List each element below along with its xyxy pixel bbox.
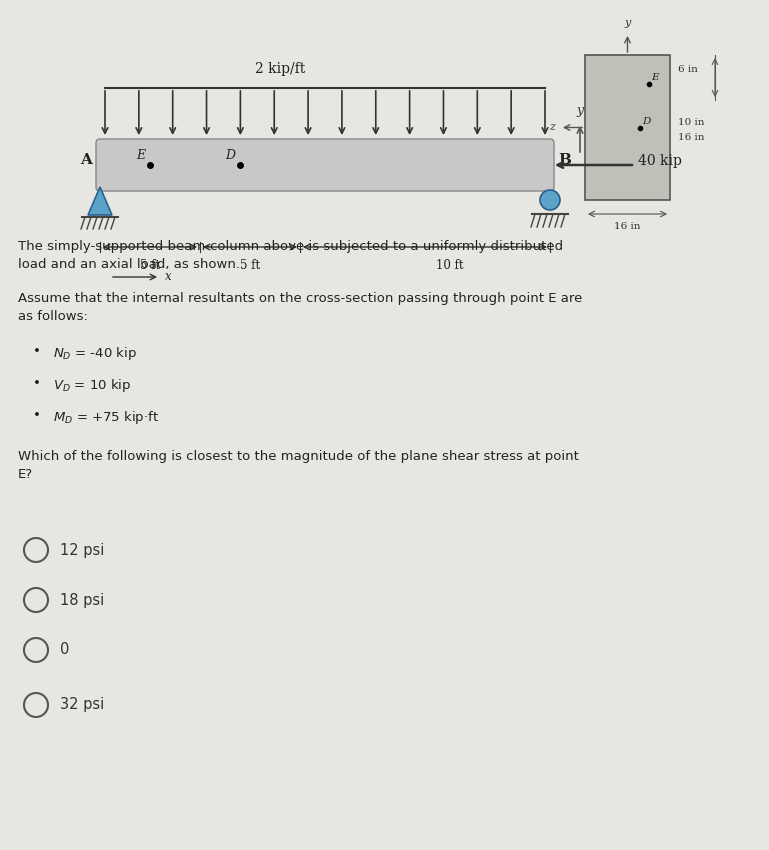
Text: y: y (577, 104, 584, 117)
Text: Which of the following is closest to the magnitude of the plane shear stress at : Which of the following is closest to the… (18, 450, 579, 481)
Text: •: • (33, 409, 45, 422)
Text: $N_D$ = -40 kip: $N_D$ = -40 kip (53, 345, 137, 362)
FancyBboxPatch shape (96, 139, 554, 191)
Text: E: E (651, 73, 658, 82)
Text: 6 in: 6 in (678, 65, 698, 74)
Circle shape (540, 190, 560, 210)
Bar (585, 55, 670, 200)
Text: 16 in: 16 in (614, 222, 641, 231)
Text: x: x (165, 270, 171, 284)
Text: 5 ft: 5 ft (140, 259, 160, 272)
Text: z: z (549, 122, 555, 133)
Text: 18 psi: 18 psi (60, 592, 105, 608)
Text: 40 kip: 40 kip (638, 154, 682, 168)
Text: D: D (642, 116, 651, 126)
Text: $V_D$ = 10 kip: $V_D$ = 10 kip (53, 377, 131, 394)
Text: B: B (558, 153, 571, 167)
Text: A: A (80, 153, 92, 167)
Text: 32 psi: 32 psi (60, 698, 105, 712)
Text: y: y (624, 18, 631, 28)
Text: E: E (136, 149, 145, 162)
Text: •: • (33, 377, 45, 390)
Text: 0: 0 (60, 643, 69, 658)
Text: •: • (33, 345, 45, 358)
Text: The simply-supported beam-column above is subjected to a uniformly distributed
l: The simply-supported beam-column above i… (18, 240, 563, 271)
Text: 12 psi: 12 psi (60, 542, 105, 558)
Text: 5 ft: 5 ft (240, 259, 260, 272)
Text: 10 in: 10 in (678, 117, 704, 127)
Text: $M_D$ = +75 kip·ft: $M_D$ = +75 kip·ft (53, 409, 159, 426)
Text: 2 kip/ft: 2 kip/ft (255, 62, 305, 76)
Text: Assume that the internal resultants on the cross-section passing through point E: Assume that the internal resultants on t… (18, 292, 582, 323)
Text: D: D (225, 149, 235, 162)
Polygon shape (88, 187, 112, 215)
Text: 16 in: 16 in (678, 133, 704, 141)
Text: 10 ft: 10 ft (436, 259, 464, 272)
